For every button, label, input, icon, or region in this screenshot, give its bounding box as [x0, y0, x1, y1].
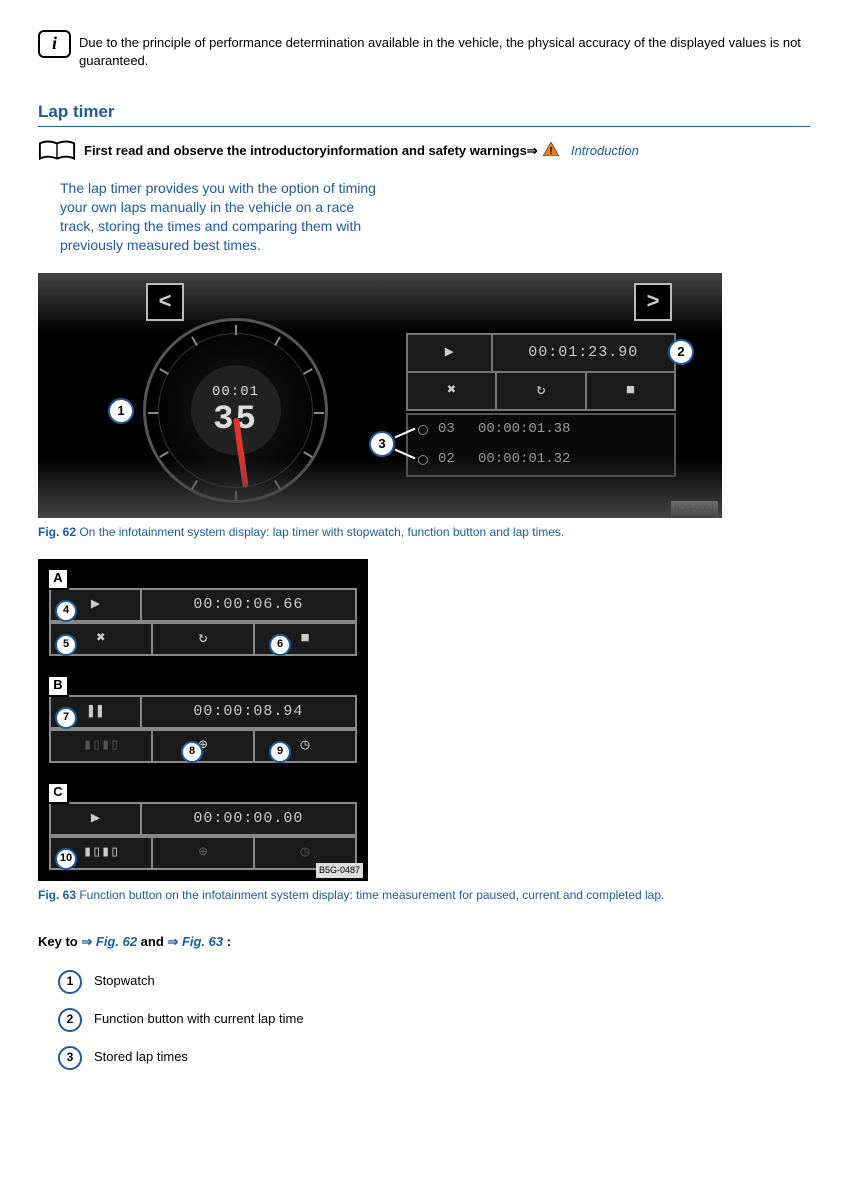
key-item: 1 Stopwatch [58, 970, 810, 994]
section-label-c: C [47, 782, 69, 804]
figure-62: < > 00:01 35 1 ▶ 00:01:23.90 ✖ [38, 273, 722, 518]
nav-prev-button[interactable]: < [146, 283, 184, 321]
read-first-text: First read and observe the introductoryi… [84, 143, 538, 158]
callout-10: 10 [55, 848, 77, 870]
time-a: 00:00:06.66 [140, 588, 357, 622]
caption-text: Function button on the infotainment syst… [76, 888, 664, 902]
svg-text:!: ! [550, 146, 553, 156]
stop-button[interactable]: ■ [587, 373, 674, 409]
fig63-ref[interactable]: Fig. 63 [182, 934, 227, 949]
section-label-a: A [47, 568, 69, 590]
key-list: 1 Stopwatch 2 Function button with curre… [58, 970, 810, 1070]
lap-row: 03 00:00:01.38 [408, 415, 674, 445]
callout-8: 8 [181, 741, 203, 763]
play-button[interactable]: ▶ [49, 802, 140, 836]
plus-button-dim: ⊕ [151, 836, 253, 870]
clock-button[interactable]: ◷ [253, 729, 357, 763]
arrow-icon: ⇒ [81, 934, 92, 949]
callout-7: 7 [55, 707, 77, 729]
key-number: 1 [58, 970, 82, 994]
lap-bullet-icon [418, 425, 428, 435]
read-first-row: First read and observe the introductoryi… [38, 139, 810, 163]
image-code: B3G-0091 [671, 501, 718, 516]
callout-5: 5 [55, 634, 77, 656]
reload-button[interactable]: ↻ [497, 373, 586, 409]
lap-time: 00:00:01.32 [478, 450, 570, 470]
fig62-ref[interactable]: Fig. 62 [96, 934, 141, 949]
caption-label: Fig. 63 [38, 888, 76, 902]
figure-63-caption: Fig. 63 Function button on the infotainm… [38, 887, 810, 904]
callout-9: 9 [269, 741, 291, 763]
bars-button[interactable]: ▮▯▮▯ [49, 729, 151, 763]
figure-62-caption: Fig. 62 On the infotainment system displ… [38, 524, 810, 541]
key-and: and [141, 934, 168, 949]
time-b: 00:00:08.94 [140, 695, 357, 729]
caption-text: On the infotainment system display: lap … [76, 525, 564, 539]
callout-3: 3 [369, 431, 395, 457]
nav-next-button[interactable]: > [634, 283, 672, 321]
info-icon: i [38, 30, 71, 58]
key-item: 2 Function button with current lap time [58, 1008, 810, 1032]
callout-6: 6 [269, 634, 291, 656]
info-note-text: Due to the principle of performance dete… [79, 30, 810, 70]
stopwatch-dial: 00:01 35 [143, 318, 328, 503]
lap-number: 02 [438, 450, 468, 470]
section-b: B ❚❚ 00:00:08.94 ▮▯▮▯ ⊕ ◷ 7 8 9 [38, 666, 368, 774]
section-label-b: B [47, 675, 69, 697]
callout-2: 2 [668, 339, 694, 365]
lap-list: 03 00:00:01.38 02 00:00:01.32 [406, 413, 676, 477]
key-heading: Key to ⇒ Fig. 62 and ⇒ Fig. 63 : [38, 933, 810, 951]
key-text: Stored lap times [94, 1048, 188, 1066]
key-pre: Key to [38, 934, 81, 949]
section-title: Lap timer [38, 100, 810, 127]
info-note-row: i Due to the principle of performance de… [38, 30, 810, 70]
image-code: B5G-0487 [316, 863, 363, 878]
introduction-link[interactable]: Introduction [571, 143, 639, 158]
key-number: 3 [58, 1046, 82, 1070]
time-c: 00:00:00.00 [140, 802, 357, 836]
key-colon: : [227, 934, 231, 949]
book-icon [38, 139, 76, 163]
callout-1: 1 [108, 398, 134, 424]
key-item: 3 Stored lap times [58, 1046, 810, 1070]
lap-row: 02 00:00:01.32 [408, 445, 674, 475]
plus-button[interactable]: ⊕ [151, 729, 253, 763]
intro-paragraph: The lap timer provides you with the opti… [60, 179, 390, 255]
lap-time: 00:00:01.38 [478, 420, 570, 440]
figure-63: A ▶ 00:00:06.66 ✖ ↻ ■ 4 5 6 B ❚❚ 00:00:0… [38, 559, 368, 881]
function-panel: ▶ 00:01:23.90 ✖ ↻ ■ [406, 333, 676, 411]
play-button[interactable]: ▶ [408, 335, 493, 371]
cancel-button[interactable]: ✖ [408, 373, 497, 409]
lap-number: 03 [438, 420, 468, 440]
key-number: 2 [58, 1008, 82, 1032]
key-text: Function button with current lap time [94, 1010, 304, 1028]
caption-label: Fig. 62 [38, 525, 76, 539]
stopwatch-minutes: 00:01 [212, 383, 259, 403]
stop-button[interactable]: ■ [253, 622, 357, 656]
reload-button[interactable]: ↻ [151, 622, 253, 656]
section-a: A ▶ 00:00:06.66 ✖ ↻ ■ 4 5 6 [38, 559, 368, 667]
callout-4: 4 [55, 600, 77, 622]
lap-bullet-icon [418, 455, 428, 465]
warning-icon: ! [543, 142, 559, 161]
read-first-container: First read and observe the introductoryi… [84, 142, 639, 161]
key-text: Stopwatch [94, 972, 155, 990]
arrow-icon: ⇒ [167, 934, 178, 949]
current-lap-time: 00:01:23.90 [493, 335, 675, 371]
